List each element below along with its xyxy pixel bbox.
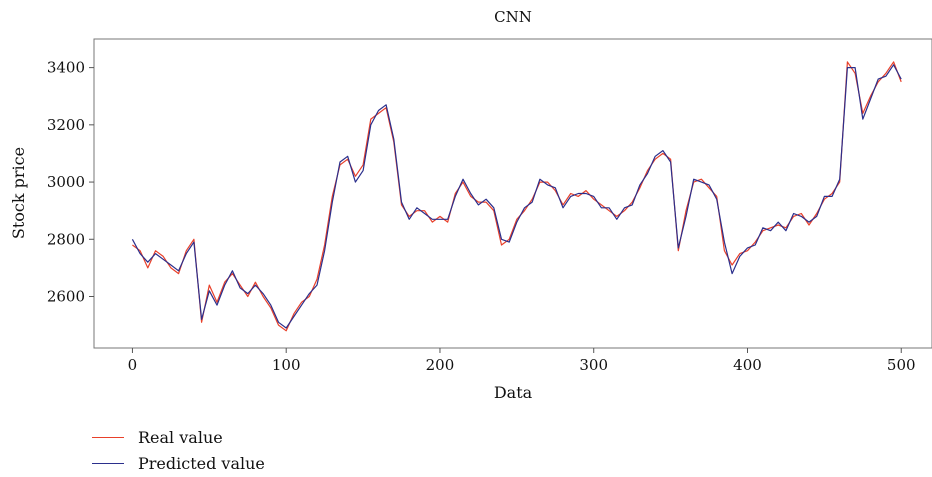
legend-label-real: Real value [138, 427, 223, 447]
chart-title: CNN [494, 8, 532, 26]
y-axis-label: Stock price [9, 147, 28, 239]
y-tick-label: 3000 [47, 173, 85, 191]
x-tick-label: 100 [272, 356, 301, 374]
x-tick-label: 300 [579, 356, 608, 374]
axis-ticks: 0 100 200 300 400 500 2600 2800 3000 3200 3400 [47, 59, 916, 374]
legend-label-predicted: Predicted value [138, 453, 265, 473]
y-tick-label: 2600 [47, 288, 85, 306]
legend: Real value Predicted value [92, 424, 265, 476]
chart: CNN 0 100 200 300 400 500 2600 2800 3000 3200 3400… [9, 8, 932, 402]
x-tick-label: 400 [733, 356, 762, 374]
x-tick-label: 0 [128, 356, 138, 374]
legend-item-real: Real value [92, 424, 265, 450]
x-axis-label: Data [494, 383, 533, 402]
y-tick-label: 2800 [47, 230, 85, 248]
series-line-real [132, 61, 902, 332]
plot-frame [93, 38, 932, 349]
y-tick-label: 3400 [47, 59, 85, 77]
y-tick-label: 3200 [47, 116, 85, 134]
legend-swatch-predicted [92, 462, 124, 464]
x-tick-label: 200 [426, 356, 455, 374]
series-line-predicted [131, 64, 902, 329]
legend-item-predicted: Predicted value [92, 450, 265, 476]
series-lines [131, 61, 902, 332]
x-tick-label: 500 [887, 356, 916, 374]
legend-swatch-real [92, 436, 124, 438]
